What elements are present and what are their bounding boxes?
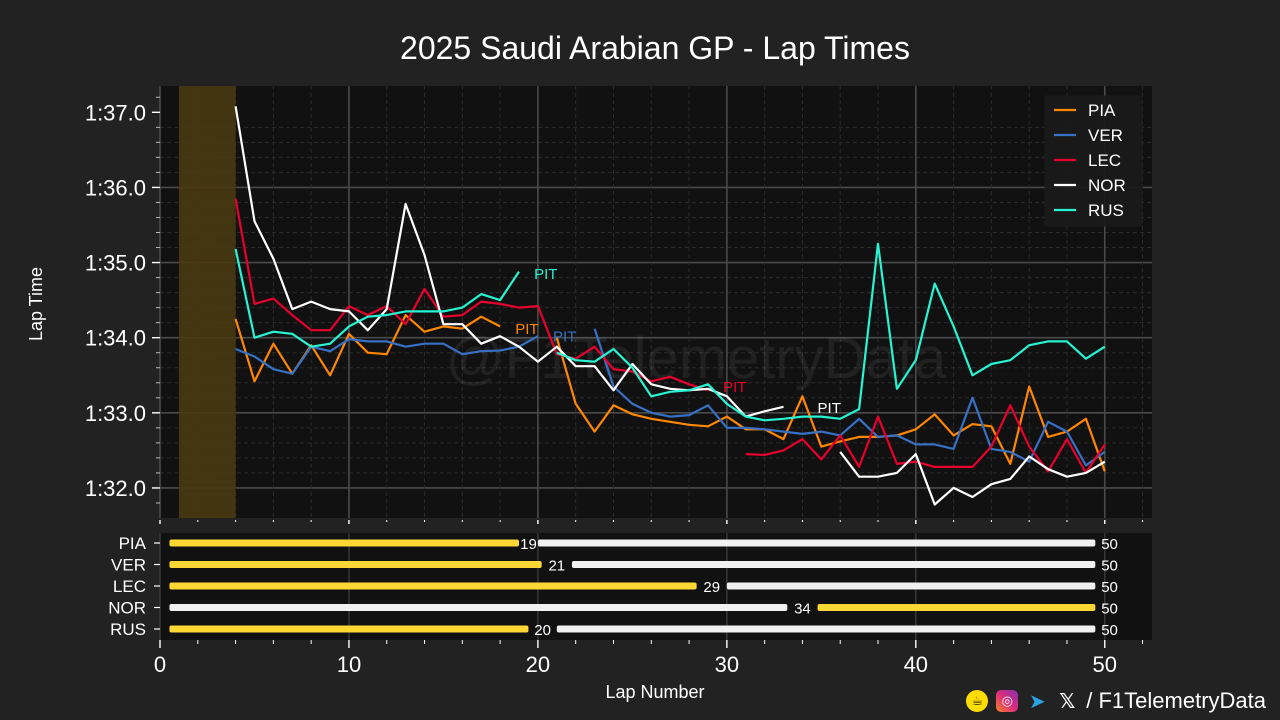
x-icon[interactable]: 𝕏	[1059, 689, 1076, 713]
pit-annotation: PIT	[553, 328, 576, 345]
y-tick-label: 1:33.0	[85, 401, 146, 426]
stint-bar	[169, 625, 529, 633]
stint-bar	[169, 561, 542, 568]
y-tick-label: 1:37.0	[85, 100, 146, 125]
telegram-icon[interactable]: ➤	[1028, 689, 1046, 713]
stint-driver-label: VER	[111, 556, 146, 575]
pit-annotation: PIT	[534, 266, 557, 283]
stint-pit-lap: 34	[794, 601, 811, 618]
stint-bar	[571, 561, 1096, 568]
stint-bar	[556, 625, 1096, 633]
x-axis: 0 10 20 30 40 50	[154, 520, 1144, 677]
stint-end-lap: 50	[1101, 601, 1118, 618]
legend-label-lec: LEC	[1088, 151, 1121, 170]
stint-driver-label: RUS	[110, 620, 146, 639]
stint-end-lap: 50	[1101, 536, 1118, 553]
main-plot-area	[160, 86, 1152, 518]
stint-bar	[169, 582, 697, 590]
legend-label-pia: PIA	[1088, 101, 1116, 120]
footer: ☕ ◎ ➤ 𝕏 / F1TelemetryData	[966, 688, 1266, 714]
shaded-laps	[178, 86, 236, 518]
stint-pit-lap: 29	[703, 579, 720, 596]
y-tick-label: 1:35.0	[85, 251, 146, 276]
stint-bar	[169, 604, 788, 611]
series-line-pia	[555, 337, 1106, 472]
stint-driver-label: LEC	[113, 577, 146, 596]
x-tick-label: 0	[154, 652, 166, 677]
series-line-ver	[593, 328, 1106, 467]
pit-annotation: PIT	[818, 400, 841, 417]
legend: PIA VER LEC NOR RUS	[1044, 95, 1143, 227]
stint-end-lap: 50	[1101, 579, 1118, 596]
stint-pit-lap: 20	[534, 622, 551, 639]
y-tick-label: 1:36.0	[85, 175, 146, 200]
pit-annotation: PIT	[723, 379, 746, 396]
y-axis-label: Lap Time	[26, 267, 46, 341]
y-tick-label: 1:34.0	[85, 326, 146, 351]
series-line-nor	[839, 451, 1106, 506]
pit-annotations: PIT PIT PIT PIT PIT	[515, 266, 841, 417]
stint-driver-label: PIA	[119, 534, 147, 553]
pit-annotation: PIT	[515, 321, 538, 338]
stint-bar	[817, 604, 1096, 611]
y-tick-label: 1:32.0	[85, 476, 146, 501]
stint-bars: PIA 19 50 VER 21 50 LEC 29 50 NOR 34 50 RUS 20 50	[108, 534, 1118, 639]
stint-pit-lap: 21	[548, 558, 565, 575]
stint-bar	[537, 539, 1096, 547]
instagram-icon[interactable]: ◎	[996, 690, 1019, 712]
shaded-region	[178, 86, 236, 518]
stint-bar	[169, 539, 520, 547]
x-tick-label: 40	[904, 652, 928, 677]
stint-end-lap: 50	[1101, 558, 1118, 575]
series-line-lec	[234, 198, 709, 392]
footer-handle[interactable]: / F1TelemetryData	[1086, 688, 1266, 713]
series-line-ver	[235, 335, 539, 375]
lap-time-lines	[234, 106, 1106, 506]
series-line-rus	[556, 242, 1106, 422]
stint-end-lap: 50	[1101, 622, 1118, 639]
series-line-pia	[234, 314, 501, 383]
x-tick-label: 50	[1093, 652, 1117, 677]
stint-pit-lap: 19	[520, 536, 537, 553]
series-line-rus	[234, 248, 520, 348]
y-axis: 1:32.0 1:33.0 1:34.0 1:35.0 1:36.0 1:37.0	[85, 96, 160, 504]
legend-label-nor: NOR	[1088, 176, 1126, 195]
coffee-icon[interactable]: ☕	[966, 690, 989, 712]
legend-label-ver: VER	[1088, 126, 1123, 145]
stint-driver-label: NOR	[108, 599, 146, 618]
x-tick-label: 30	[715, 652, 739, 677]
x-tick-label: 10	[337, 652, 361, 677]
legend-label-rus: RUS	[1088, 201, 1124, 220]
stint-bar	[726, 582, 1096, 590]
chart-title: 2025 Saudi Arabian GP - Lap Times	[400, 30, 910, 66]
x-tick-label: 20	[526, 652, 550, 677]
x-axis-label: Lap Number	[605, 682, 704, 702]
